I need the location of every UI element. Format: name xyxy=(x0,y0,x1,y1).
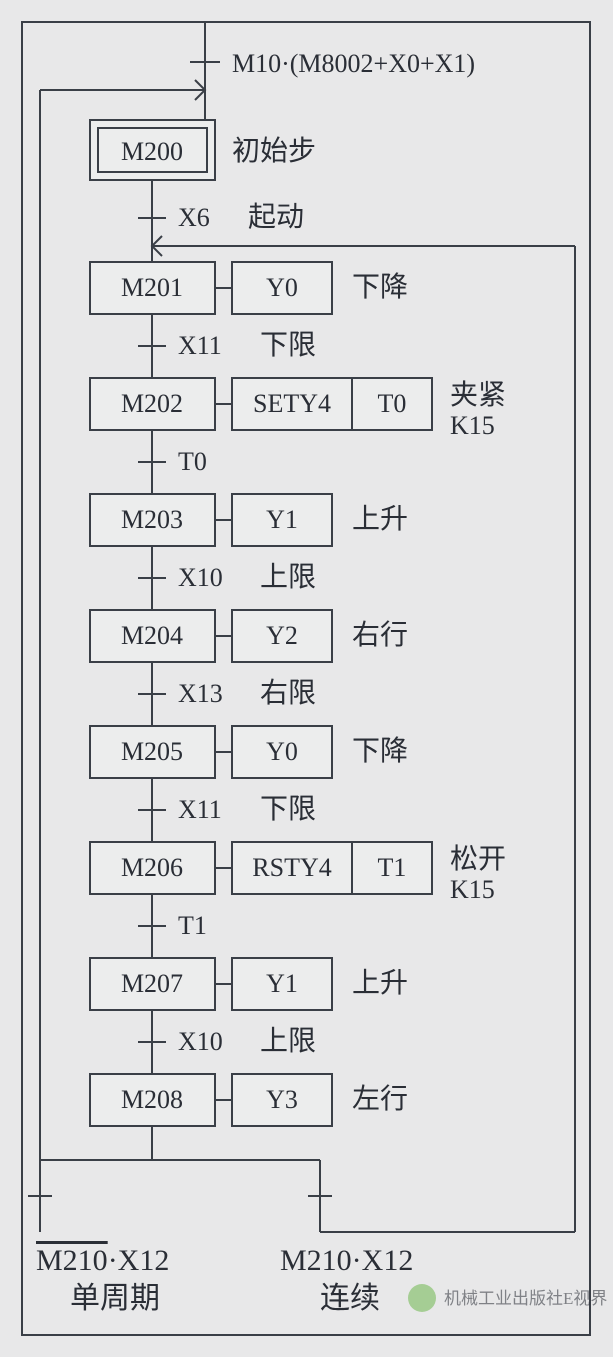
branch-left-cond-bar: M210 xyxy=(36,1244,108,1277)
step-7-desc: 上升 xyxy=(352,968,408,999)
trans-5-cond: X11 xyxy=(178,795,222,824)
trans-0-cond: X6 xyxy=(178,203,210,232)
trans-3-desc: 上限 xyxy=(260,562,316,593)
step-4-desc: 右行 xyxy=(352,619,408,651)
step-2-out-0: SETY4 xyxy=(253,389,331,418)
step-8-out-0: Y3 xyxy=(266,1085,298,1114)
trans-2-cond: T0 xyxy=(178,447,207,476)
step-6-sub: K15 xyxy=(450,875,495,904)
step-4-out-0: Y2 xyxy=(266,621,298,650)
step-8-id: M208 xyxy=(121,1085,183,1114)
trans-0-desc: 起动 xyxy=(248,202,304,233)
trans-4-cond: X13 xyxy=(178,679,223,708)
branch-right-label: 连续 xyxy=(320,1282,380,1315)
step-7-id: M207 xyxy=(121,969,183,998)
step-7-out-0: Y1 xyxy=(266,969,298,998)
branch-right-cond: M210·X12 xyxy=(280,1244,413,1277)
step-1-id: M201 xyxy=(121,273,183,302)
step-2-desc: 夹紧 xyxy=(450,379,506,411)
step-2-id: M202 xyxy=(121,389,183,418)
trans-6-cond: T1 xyxy=(178,911,207,940)
step-initial-desc: 初始步 xyxy=(232,135,316,167)
top-condition: M10·(M8002+X0+X1) xyxy=(232,49,475,78)
trans-1-cond: X11 xyxy=(178,331,222,360)
step-2-sub: K15 xyxy=(450,411,495,440)
step-6-id: M206 xyxy=(121,853,183,882)
step-6-out-1: T1 xyxy=(378,853,407,882)
svg-text:M210·X12: M210·X12 xyxy=(36,1244,169,1277)
step-5-desc: 下降 xyxy=(352,735,408,767)
step-5-id: M205 xyxy=(121,737,183,766)
step-3-desc: 上升 xyxy=(352,504,408,535)
branch-left-rest: ·X12 xyxy=(108,1244,170,1277)
step-8-desc: 左行 xyxy=(352,1083,408,1115)
step-1-desc: 下降 xyxy=(352,271,408,303)
branch-left-label: 单周期 xyxy=(70,1282,160,1315)
trans-1-desc: 下限 xyxy=(260,330,316,361)
step-initial-id: M200 xyxy=(121,137,183,166)
trans-7-cond: X10 xyxy=(178,1027,223,1056)
step-5-out-0: Y0 xyxy=(266,737,298,766)
step-1-out-0: Y0 xyxy=(266,273,298,302)
svg-text:机械工业出版社E视界: 机械工业出版社E视界 xyxy=(444,1289,607,1308)
trans-5-desc: 下限 xyxy=(260,794,316,825)
step-4-id: M204 xyxy=(121,621,183,650)
step-6-out-0: RSTY4 xyxy=(252,853,331,882)
trans-4-desc: 右限 xyxy=(260,677,316,709)
trans-7-desc: 上限 xyxy=(260,1026,316,1057)
step-6-desc: 松开 xyxy=(450,843,506,875)
step-2-out-1: T0 xyxy=(378,389,407,418)
step-3-out-0: Y1 xyxy=(266,505,298,534)
trans-3-cond: X10 xyxy=(178,563,223,592)
step-3-id: M203 xyxy=(121,505,183,534)
